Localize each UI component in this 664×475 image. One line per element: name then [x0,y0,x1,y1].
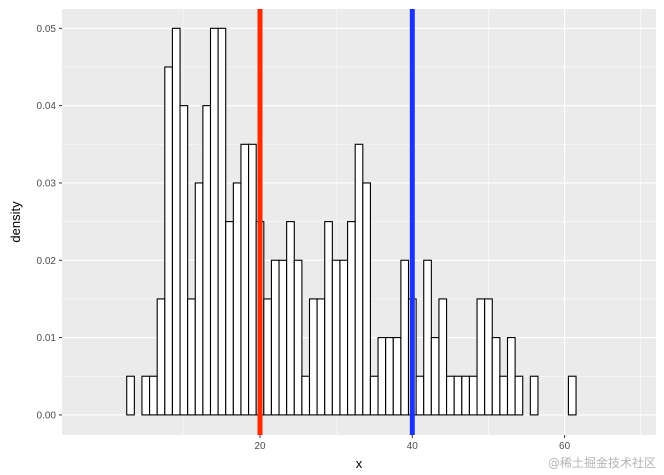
histogram-bar [354,143,364,416]
histogram-bar [438,298,448,416]
histogram-bar [316,298,326,416]
histogram-bar [423,259,432,416]
histogram-bar [187,298,196,416]
histogram-bar [270,259,280,416]
histogram-bar [149,375,158,416]
histogram-bar [369,375,379,416]
histogram-bar [278,259,288,416]
histogram-bar [286,221,295,416]
histogram-bar [301,375,311,416]
histogram-bar [446,375,455,416]
histogram-bar [217,27,227,416]
histogram-bar [308,298,318,416]
histogram-bar [506,337,516,416]
histogram-bar [362,182,371,416]
histogram-bar [202,105,212,416]
histogram-bar [194,182,204,416]
histogram-bar [476,298,486,416]
histogram-bar [126,375,135,416]
y-tick-label: 0.03 [37,178,57,189]
histogram-bar [514,375,524,416]
histogram-bars [126,27,577,416]
histogram-bar [430,337,440,416]
x-axis-ticks: 20 40 60 [254,435,571,452]
histogram-bar [331,259,341,416]
y-tick-label: 0.04 [37,101,57,112]
histogram-bar [453,375,463,416]
histogram-bar [385,337,394,416]
histogram-bar [347,221,356,416]
histogram-bar [499,375,509,416]
histogram-bar [179,105,189,416]
y-tick-label: 0.05 [37,24,57,35]
histogram-bar [293,259,303,416]
x-tick-label: 20 [254,441,266,452]
histogram-bar [400,259,410,416]
histogram-bar [232,182,242,416]
y-tick-label: 0.02 [37,256,57,267]
histogram-bar [468,375,478,416]
histogram-bar [529,375,539,416]
histogram-bar [240,143,250,416]
histogram-bar [415,375,425,416]
histogram-bar [225,221,234,416]
x-tick-label: 60 [559,441,571,452]
y-axis-title: density [8,201,23,243]
histogram-bar [141,375,151,416]
histogram-bar [209,27,219,416]
y-axis-ticks: 0.00 0.01 0.02 0.03 0.04 0.05 [37,24,62,421]
watermark: @稀土掘金技术社区 [547,456,656,470]
x-tick-label: 40 [407,441,419,452]
reference-lines [257,9,415,435]
histogram-bar [567,375,577,416]
histogram-bar [164,66,173,416]
histogram-bar [156,298,166,416]
histogram-bar [339,259,349,416]
histogram-bar [484,298,493,416]
y-tick-label: 0.01 [37,333,57,344]
histogram-bar [377,337,387,416]
histogram-bar [461,375,470,416]
y-tick-label: 0.00 [37,410,57,421]
histogram-bar [324,221,333,416]
histogram-bar [248,143,257,416]
x-axis-title: x [356,456,363,471]
histogram-bar [171,27,181,416]
histogram-bar [491,337,501,416]
histogram-bar [392,337,402,416]
histogram-bar [263,298,272,416]
